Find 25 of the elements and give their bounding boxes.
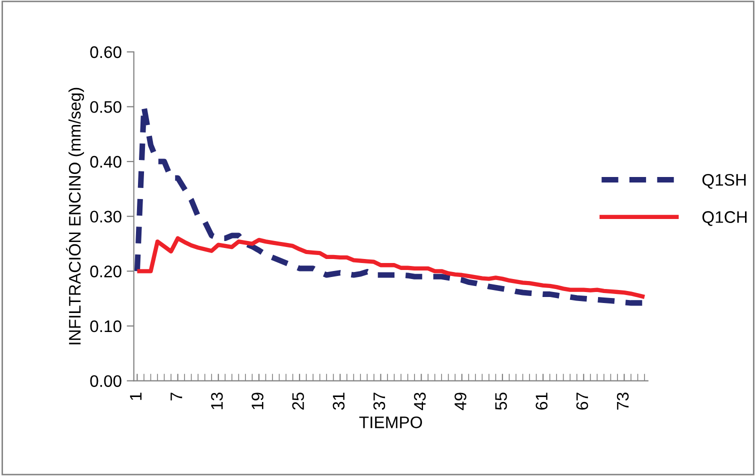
x-axis-title: TIEMPO [359, 416, 422, 428]
x-tick-label: 31 [332, 392, 345, 410]
x-tick-label: 37 [373, 392, 386, 410]
y-tick-label: 0.10 [90, 320, 122, 332]
x-tick-label: 43 [414, 392, 426, 410]
x-tick-label: 73 [616, 392, 629, 410]
x-tick-label: 7 [170, 392, 182, 400]
y-tick-label: 0.50 [90, 101, 122, 113]
y-tick-label: 0.40 [90, 156, 122, 168]
x-tick-label: 67 [576, 392, 588, 410]
x-tick-label: 25 [292, 392, 304, 410]
x-tick-label: 19 [252, 392, 264, 410]
line-series [135, 236, 647, 300]
y-tick-label: 0.30 [90, 210, 122, 223]
x-tick-label: 1 [130, 392, 142, 400]
x-tick-label: 13 [211, 392, 223, 410]
y-tick-label: 0.60 [90, 46, 122, 58]
y-tick-label: 0.00 [90, 375, 122, 388]
legend-label: Q1SH [702, 174, 746, 189]
x-tick-label: 49 [454, 392, 466, 410]
y-tick-label: 0.20 [90, 266, 122, 278]
y-axis-title: INFILTRACIÓN ENCINO (mm/seg) [66, 88, 84, 344]
x-tick-label: 61 [536, 392, 548, 410]
legend-label: Q1CH [702, 211, 747, 226]
x-tick-label: 55 [495, 392, 507, 410]
